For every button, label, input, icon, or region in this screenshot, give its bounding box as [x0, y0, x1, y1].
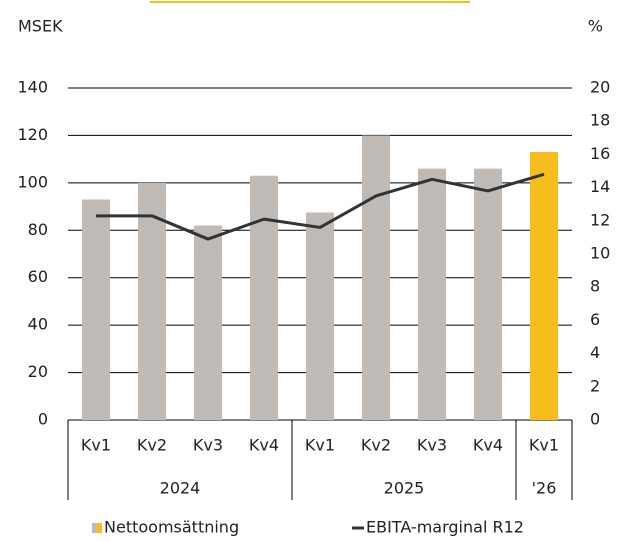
y-tick-label: 120 — [17, 125, 48, 144]
x-tick-label: Kv2 — [361, 436, 391, 455]
y2-tick-label: 4 — [590, 343, 600, 362]
y2-tick-label: 10 — [590, 244, 610, 263]
y2-tick-label: 12 — [590, 210, 610, 229]
bar — [362, 135, 390, 420]
y-tick-label: 40 — [28, 315, 48, 334]
bar — [530, 152, 558, 420]
y2-tick-label: 18 — [590, 111, 610, 130]
legend-swatch — [92, 523, 97, 533]
y2-tick-label: 14 — [590, 177, 610, 196]
bar — [194, 225, 222, 420]
x-tick-label: Kv3 — [417, 436, 447, 455]
y-tick-label: 20 — [28, 362, 48, 381]
x-tick-label: Kv2 — [137, 436, 167, 455]
y2-tick-label: 2 — [590, 376, 600, 395]
y2-tick-label: 0 — [590, 410, 600, 429]
bar — [306, 212, 334, 420]
bar — [250, 175, 278, 420]
bar — [418, 168, 446, 420]
x-tick-label: Kv1 — [529, 436, 559, 455]
bar — [82, 199, 110, 420]
legend-label: Nettoomsättning — [104, 518, 239, 537]
y-axis-label: MSEK — [18, 17, 63, 36]
legend-label: EBITA-marginal R12 — [366, 518, 524, 537]
x-tick-label: Kv4 — [249, 436, 279, 455]
group-label: 2024 — [160, 479, 201, 498]
bar — [138, 182, 166, 420]
line — [96, 172, 545, 241]
y2-axis-label: % — [588, 17, 603, 36]
x-tick-label: Kv3 — [193, 436, 223, 455]
y2-tick-label: 8 — [590, 277, 600, 296]
x-tick-label: Kv1 — [305, 436, 335, 455]
x-tick-label: Kv4 — [473, 436, 503, 455]
y-tick-label: 100 — [17, 172, 48, 191]
group-label: '26 — [532, 479, 557, 498]
bar — [474, 168, 502, 420]
y2-tick-label: 6 — [590, 310, 600, 329]
y2-tick-label: 16 — [590, 144, 610, 163]
y2-tick-label: 20 — [590, 78, 610, 97]
legend-swatch — [97, 523, 102, 533]
y-tick-label: 0 — [38, 410, 48, 429]
x-tick-label: Kv1 — [81, 436, 111, 455]
y-tick-label: 140 — [17, 78, 48, 97]
group-label: 2025 — [384, 479, 425, 498]
y-tick-label: 80 — [28, 220, 48, 239]
y-tick-label: 60 — [28, 267, 48, 286]
